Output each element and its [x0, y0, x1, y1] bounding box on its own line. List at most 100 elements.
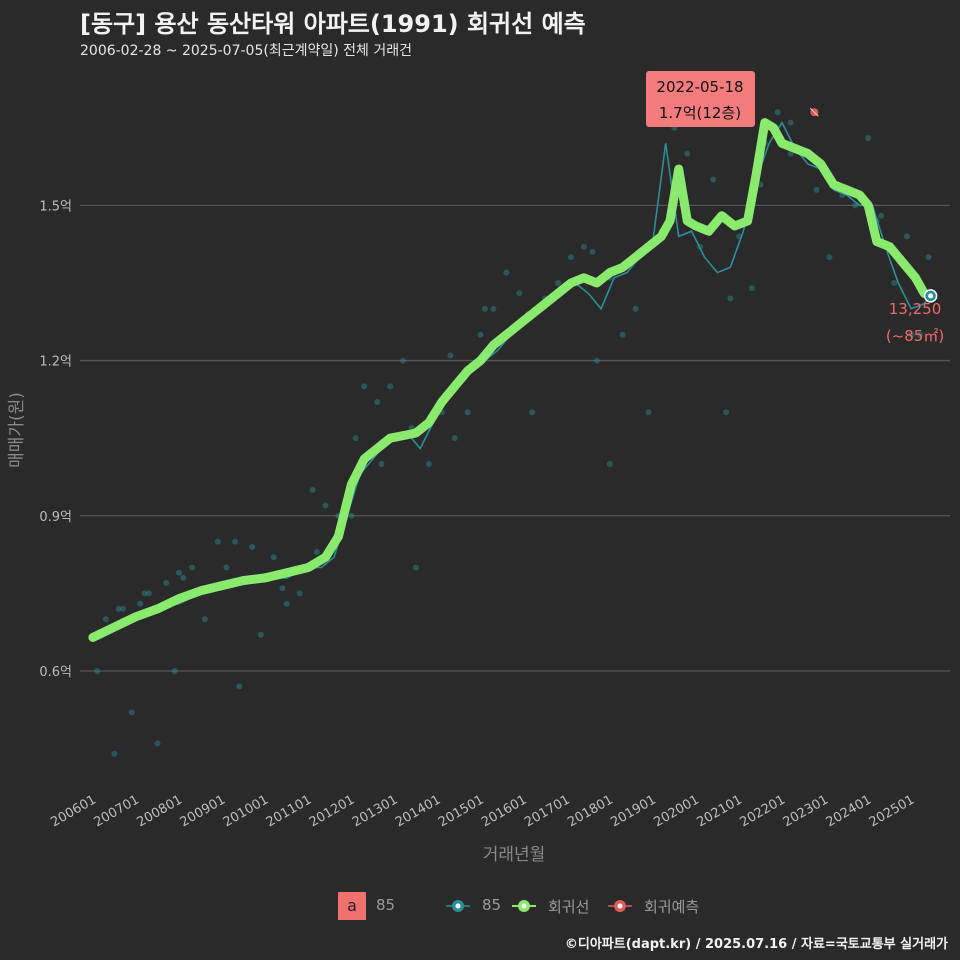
scatter-point — [503, 269, 510, 276]
scatter-point — [925, 254, 932, 261]
scatter-point — [710, 176, 717, 183]
scatter-point — [593, 357, 600, 364]
legend-label-regression: 회귀선 — [548, 898, 590, 916]
scatter-point — [826, 254, 833, 261]
x-tick-label: 202001 — [651, 792, 701, 830]
y-axis-label: 매매가(원) — [7, 392, 27, 468]
scatter-point — [481, 305, 488, 312]
scatter-point — [111, 750, 118, 757]
x-tick-label: 201901 — [608, 792, 658, 830]
scatter-point — [171, 668, 178, 674]
x-tick-label: 201701 — [522, 792, 572, 830]
scatter-point — [223, 564, 230, 571]
scatter-point — [555, 279, 562, 286]
y-tick-label: 1.5억 — [39, 199, 72, 214]
scatter-point — [567, 254, 574, 261]
scatter-point — [214, 538, 221, 545]
scatter-point — [361, 383, 368, 390]
legend-key-regression — [512, 900, 536, 912]
scatter-point — [891, 279, 898, 286]
legend-label-forecast: 회귀예측 — [644, 898, 700, 916]
scatter-point — [279, 585, 286, 592]
end-marker-inner — [928, 293, 934, 299]
legend-text-key-box: a — [338, 892, 366, 920]
scatter-point — [163, 580, 170, 587]
scatter-point — [154, 740, 161, 747]
legend-text-key-label: 85 — [376, 896, 396, 914]
scatter-point — [141, 590, 148, 597]
scatter-point — [120, 605, 127, 612]
scatter-point — [387, 383, 394, 390]
x-tick-label: 201201 — [307, 792, 357, 830]
x-tick-label: 202301 — [781, 792, 831, 830]
scatter-point — [236, 683, 243, 690]
x-tick-label: 202401 — [824, 792, 874, 830]
scatter-point — [645, 409, 652, 416]
legend-key-forecast — [608, 900, 632, 912]
chart-subtitle: 2006-02-28 ~ 2025-07-05(최근계약일) 전체 거래건 — [80, 43, 412, 59]
regression-line — [88, 118, 936, 642]
y-tick-label: 0.6억 — [39, 665, 72, 680]
scatter-point — [270, 554, 277, 561]
scatter-point — [606, 461, 613, 468]
legend-label-85: 85 — [482, 896, 502, 914]
grid-lines — [80, 204, 950, 672]
scatter-point — [348, 512, 355, 519]
x-tick-label: 202501 — [867, 792, 917, 830]
scatter-points — [94, 109, 932, 757]
scatter-point — [201, 616, 208, 623]
scatter-point — [188, 564, 195, 571]
scatter-point — [309, 486, 316, 493]
scatter-point — [727, 295, 734, 302]
scatter-point — [425, 461, 432, 468]
scatter-point — [619, 331, 626, 338]
x-tick-label: 200601 — [48, 792, 98, 830]
scatter-point — [878, 212, 885, 219]
scatter-point — [903, 233, 910, 240]
scatter-point — [589, 248, 596, 255]
end-label-area: (~85㎡) — [886, 327, 944, 345]
scatter-point — [916, 331, 923, 338]
x-tick-label: 200701 — [92, 792, 142, 830]
scatter-point — [322, 502, 329, 509]
scatter-point — [313, 549, 320, 555]
scatter-point — [451, 435, 458, 442]
scatter-point — [813, 186, 820, 193]
scatter-point — [94, 668, 101, 674]
scatter-point — [447, 352, 454, 359]
legend-key-85 — [446, 900, 470, 912]
scatter-point — [176, 569, 183, 576]
y-tick-label: 0.9억 — [39, 510, 72, 525]
scatter-point — [115, 605, 122, 612]
scatter-point — [490, 305, 497, 312]
scatter-point — [374, 398, 381, 405]
scatter-point — [412, 564, 419, 571]
x-tick-label: 201001 — [221, 792, 271, 830]
scatter-point — [180, 574, 187, 581]
scatter-point — [378, 461, 385, 468]
callout-box — [646, 71, 755, 127]
scatter-point — [684, 150, 691, 157]
scatter-point — [908, 331, 915, 338]
x-tick-label: 201301 — [350, 792, 400, 830]
scatter-point — [296, 590, 303, 597]
scatter-point — [283, 600, 290, 607]
x-tick-label: 201501 — [436, 792, 486, 830]
legend: a 85 85 회귀선 회귀예측 — [0, 890, 960, 922]
y-axis-ticks: 0.6억 0.9억 1.2억 1.5억 — [39, 199, 72, 680]
scatter-point — [128, 709, 135, 716]
callout-value: 1.7억(12층) — [659, 104, 741, 122]
scatter-point — [529, 409, 536, 416]
x-tick-label: 200801 — [135, 792, 185, 830]
x-tick-label: 201801 — [565, 792, 615, 830]
scatter-point — [748, 285, 755, 292]
scatter-point — [232, 538, 239, 545]
end-point-marker — [923, 289, 938, 303]
y-tick-label: 1.2억 — [39, 355, 72, 370]
series-85-line — [92, 120, 932, 641]
scatter-point — [516, 290, 523, 297]
scatter-point — [865, 135, 872, 142]
scatter-point — [787, 119, 794, 126]
forecast-point — [809, 107, 819, 117]
